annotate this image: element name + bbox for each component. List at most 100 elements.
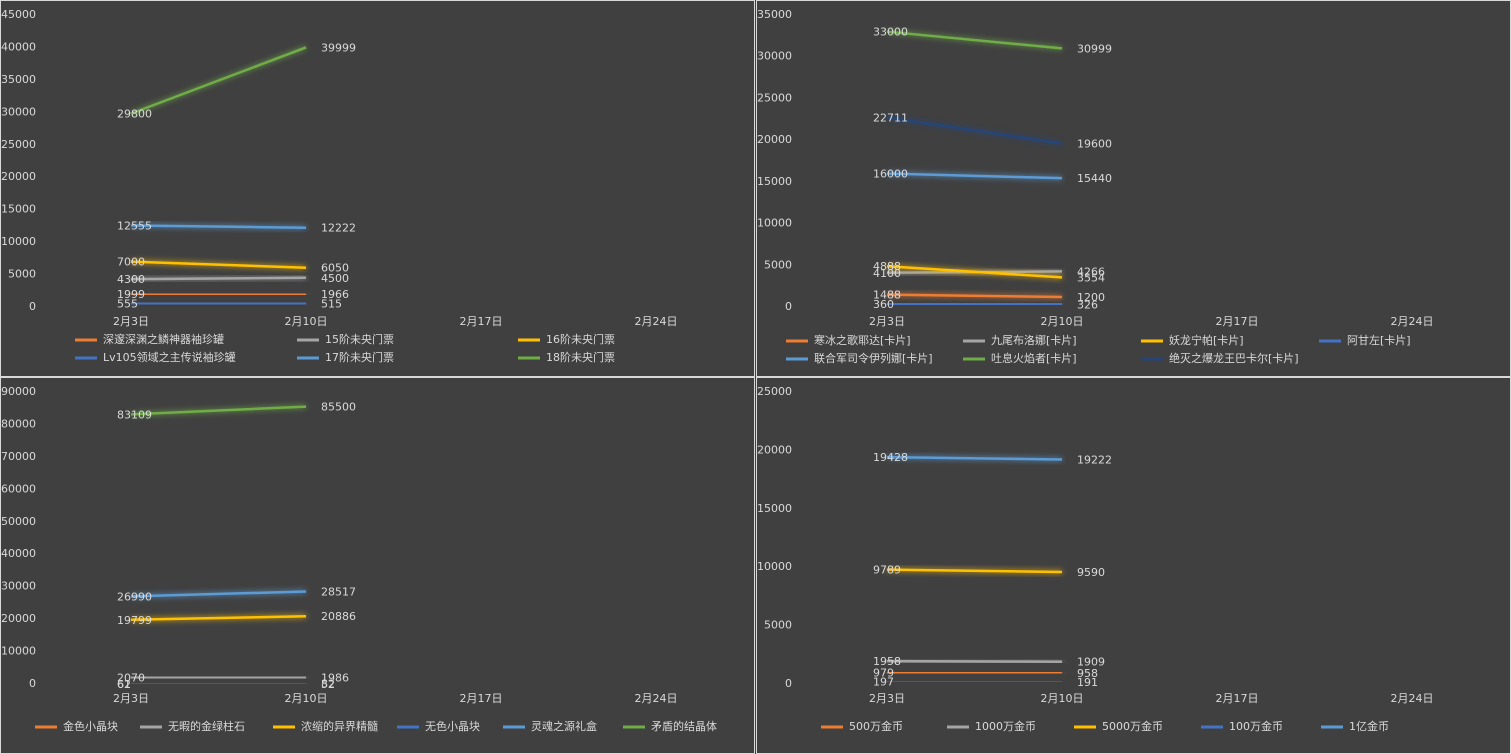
y-tick-label: 35000 <box>1 73 36 86</box>
data-label: 4300 <box>117 273 145 286</box>
series-line <box>130 224 307 229</box>
legend-label: 17阶未央门票 <box>325 350 394 364</box>
y-tick-label: 20000 <box>1 612 36 625</box>
data-label: 3554 <box>1077 271 1105 284</box>
x-tick-label: 2月10日 <box>1041 692 1084 705</box>
data-label: 19222 <box>1077 453 1112 466</box>
data-label: 2070 <box>117 671 145 684</box>
y-tick-label: 0 <box>785 300 792 313</box>
legend-label: 深邃深渊之鳞神器袖珍罐 <box>103 332 224 346</box>
series-line <box>130 405 307 416</box>
data-label: 61 <box>117 678 131 691</box>
y-tick-label: 90000 <box>1 385 36 398</box>
series-line <box>130 614 307 622</box>
legend-label: 浓缩的异界精髓 <box>301 719 378 733</box>
data-label: 197 <box>873 676 894 689</box>
legend-label: 1000万金币 <box>975 719 1036 733</box>
y-tick-label: 50000 <box>1 515 36 528</box>
data-label: 33000 <box>873 26 908 39</box>
data-label: 1200 <box>1077 291 1105 304</box>
y-tick-label: 40000 <box>1 547 36 560</box>
data-label: 9590 <box>1077 566 1105 579</box>
legend-label: 九尾布洛娜[卡片] <box>991 333 1077 347</box>
data-label: 26990 <box>117 590 152 603</box>
data-label: 20886 <box>321 610 356 623</box>
y-tick-label: 40000 <box>1 40 36 53</box>
data-label: 1986 <box>321 672 349 685</box>
data-label: 6050 <box>321 262 349 275</box>
legend-label: 绝灭之爆龙王巴卡尔[卡片] <box>1169 351 1299 365</box>
data-label: 29800 <box>117 108 152 121</box>
y-tick-label: 20000 <box>757 133 792 146</box>
x-tick-label: 2月10日 <box>285 692 328 705</box>
y-tick-label: 15000 <box>757 175 792 188</box>
data-label: 1958 <box>873 655 901 668</box>
x-tick-label: 2月3日 <box>113 315 149 328</box>
y-tick-label: 10000 <box>757 217 792 230</box>
data-label: 555 <box>117 297 138 310</box>
series-line <box>886 30 1063 50</box>
y-tick-label: 10000 <box>1 645 36 658</box>
y-tick-label: 0 <box>29 300 36 313</box>
data-label: 4888 <box>873 260 901 273</box>
y-tick-label: 20000 <box>757 443 792 456</box>
data-label: 7000 <box>117 256 145 269</box>
y-tick-label: 15000 <box>1 203 36 216</box>
series-line <box>886 116 1063 145</box>
x-tick-label: 2月10日 <box>285 315 328 328</box>
x-tick-label: 2月24日 <box>1391 315 1434 328</box>
data-label: 82 <box>321 678 335 691</box>
legend-label: 联合军司令伊列娜[卡片] <box>814 351 933 365</box>
series-line <box>130 276 307 281</box>
data-label: 19600 <box>1077 137 1112 150</box>
x-tick-label: 2月10日 <box>1041 315 1084 328</box>
legend-label: 妖龙宁帕[卡片] <box>1169 333 1244 347</box>
panel <box>756 377 1511 754</box>
series-line <box>886 264 1063 279</box>
data-label: 39999 <box>321 41 356 54</box>
legend-label: 金色小晶块 <box>63 719 118 733</box>
y-tick-label: 35000 <box>757 8 792 21</box>
x-tick-label: 2月17日 <box>1216 315 1259 328</box>
data-label: 9789 <box>873 564 901 577</box>
data-label: 19799 <box>117 614 152 627</box>
data-label: 85500 <box>321 401 356 414</box>
legend-label: 无暇的金绿柱石 <box>168 719 245 733</box>
y-tick-label: 5000 <box>8 268 36 281</box>
data-label: 4100 <box>873 267 901 280</box>
data-label: 30999 <box>1077 42 1112 55</box>
y-tick-label: 5000 <box>764 258 792 271</box>
y-tick-label: 0 <box>29 677 36 690</box>
y-tick-label: 5000 <box>764 619 792 632</box>
data-label: 83109 <box>117 408 152 421</box>
series-line <box>130 260 307 269</box>
y-tick-label: 20000 <box>1 170 36 183</box>
data-label: 979 <box>873 667 894 680</box>
x-tick-label: 2月17日 <box>460 692 503 705</box>
data-label: 12555 <box>117 220 152 233</box>
data-label: 1488 <box>873 289 901 302</box>
x-tick-label: 2月24日 <box>635 692 678 705</box>
series-line <box>886 172 1063 180</box>
data-label: 191 <box>1077 676 1098 689</box>
legend-label: 吐息火焰者[卡片] <box>991 351 1077 365</box>
data-label: 52 <box>321 678 335 691</box>
legend-label: 15阶未央门票 <box>325 332 394 346</box>
legend-label: 100万金币 <box>1229 719 1283 733</box>
legend-label: 500万金币 <box>849 719 903 733</box>
data-label: 22711 <box>873 112 908 125</box>
y-tick-label: 80000 <box>1 417 36 430</box>
panel <box>756 0 1511 377</box>
y-tick-label: 10000 <box>1 235 36 248</box>
x-tick-label: 2月24日 <box>635 315 678 328</box>
y-tick-label: 30000 <box>1 580 36 593</box>
series-line <box>130 590 307 598</box>
y-tick-label: 0 <box>785 677 792 690</box>
legend-label: 16阶未央门票 <box>546 332 615 346</box>
y-tick-label: 45000 <box>1 8 36 21</box>
data-label: 12222 <box>321 222 356 235</box>
data-label: 4500 <box>321 272 349 285</box>
x-tick-label: 2月3日 <box>869 692 905 705</box>
data-label: 16000 <box>873 168 908 181</box>
legend-label: 阿甘左[卡片] <box>1347 334 1411 347</box>
